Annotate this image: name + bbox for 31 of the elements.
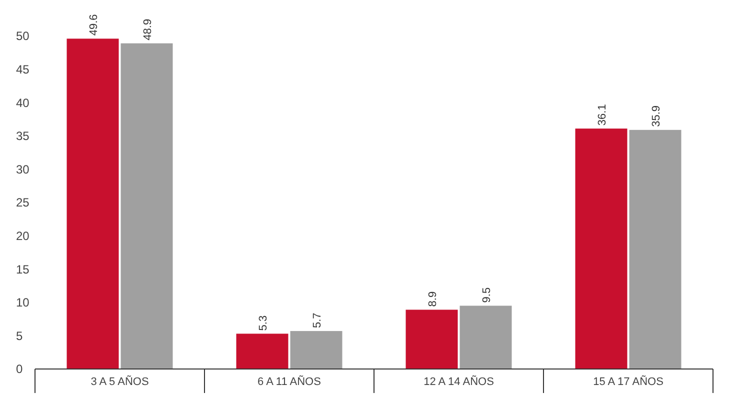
data-label: 9.5 bbox=[480, 287, 493, 303]
data-label: 5.3 bbox=[257, 315, 270, 331]
data-label: 35.9 bbox=[650, 105, 662, 127]
y-tick-label: 50 bbox=[16, 29, 30, 44]
bar bbox=[66, 38, 119, 369]
data-label: 48.9 bbox=[142, 18, 154, 40]
y-tick-label: 30 bbox=[16, 162, 30, 176]
y-tick-label: 20 bbox=[16, 229, 30, 243]
bar bbox=[406, 310, 458, 369]
y-tick-label: 0 bbox=[16, 362, 23, 376]
data-label: 49.6 bbox=[88, 14, 100, 36]
bar bbox=[460, 306, 512, 369]
x-tick-label: 3 A 5 AÑOS bbox=[90, 375, 149, 388]
y-tick-label: 25 bbox=[16, 196, 30, 210]
bar bbox=[236, 334, 288, 369]
y-tick-label: 15 bbox=[16, 262, 30, 276]
x-tick-label: 6 A 11 AÑOS bbox=[258, 375, 321, 388]
data-label: 36.1 bbox=[596, 104, 608, 126]
y-tick-label: 35 bbox=[16, 129, 30, 144]
bar bbox=[629, 130, 682, 369]
data-label: 5.7 bbox=[311, 312, 324, 328]
y-tick-label: 45 bbox=[16, 62, 30, 76]
y-tick-label: 40 bbox=[16, 96, 30, 110]
bar bbox=[290, 331, 342, 369]
data-label: 8.9 bbox=[426, 291, 439, 307]
y-tick-label: 10 bbox=[16, 296, 30, 310]
bar bbox=[575, 128, 628, 369]
y-tick-label: 5 bbox=[16, 328, 23, 343]
bar bbox=[120, 43, 173, 369]
x-tick-label: 15 A 17 AÑOS bbox=[593, 375, 664, 388]
x-tick-label: 12 A 14 AÑOS bbox=[424, 375, 494, 388]
